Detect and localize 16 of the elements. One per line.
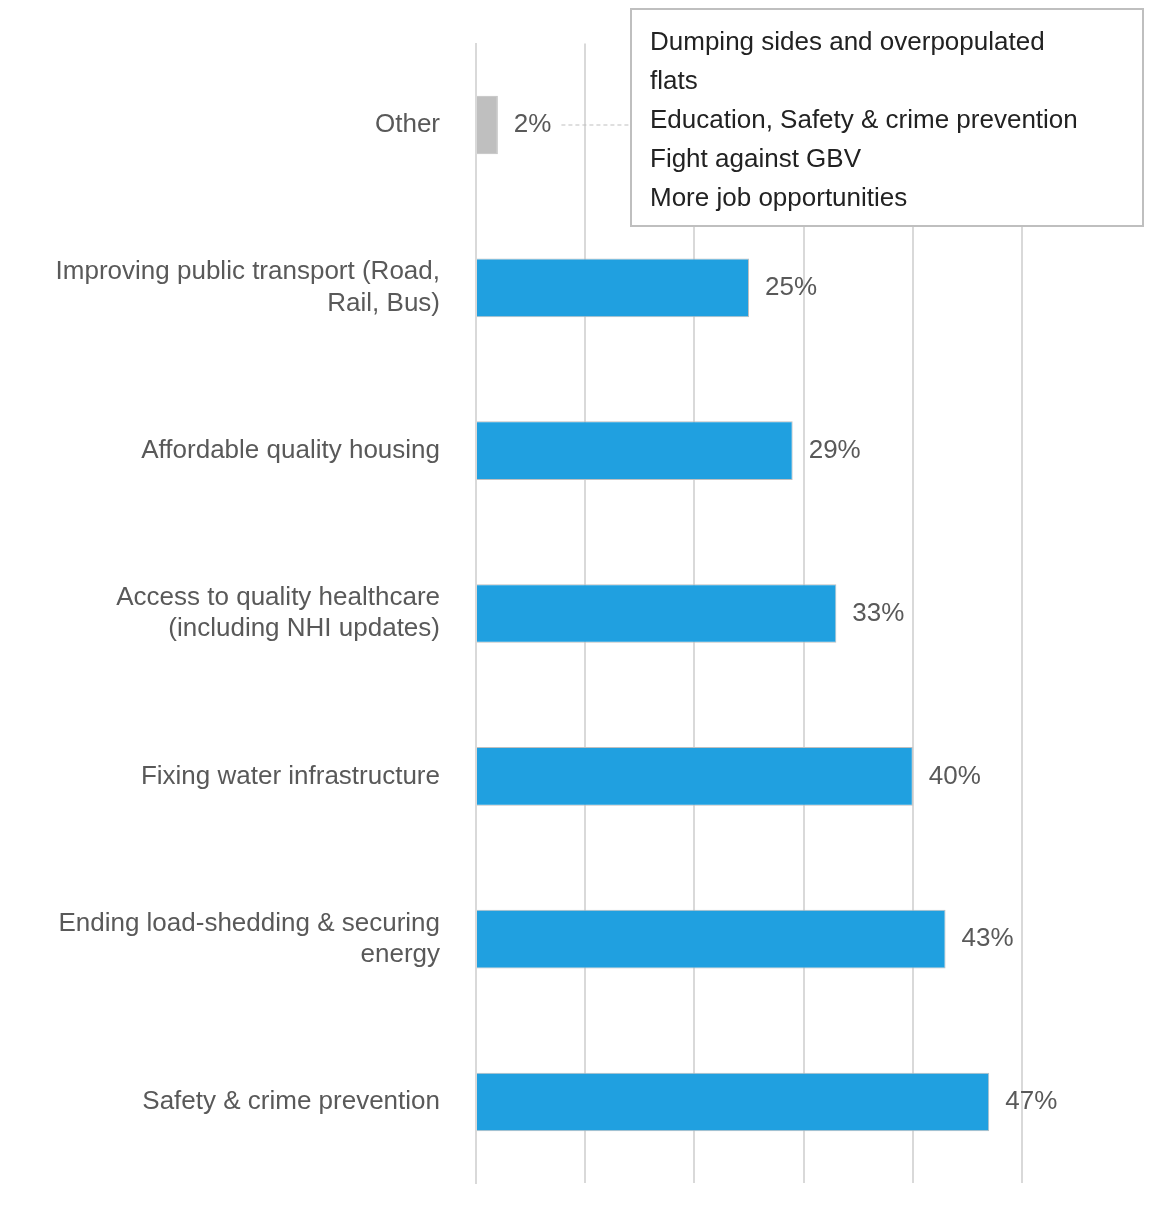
data-label: 43% (961, 922, 1014, 953)
data-label: 33% (852, 596, 905, 627)
data-label: 25% (765, 271, 818, 302)
data-label: 2% (513, 108, 552, 139)
callout-box: Dumping sides and overpopulated flats Education, Safety & crime prevention Fight against GBV More job opportunities (630, 8, 1144, 227)
y-tick-label: Safety & crime prevention (142, 1085, 440, 1116)
data-label: 47% (1005, 1085, 1058, 1116)
data-label: 40% (928, 759, 981, 790)
y-tick-label: Affordable quality housing (141, 433, 440, 464)
y-tick-label: Improving public transport (Road, Rail, Bus) (55, 255, 440, 317)
data-label: 29% (808, 433, 861, 464)
y-tick-label: Fixing water infrastructure (140, 759, 440, 790)
y-tick-label: Access to quality healthcare (including NHI updates) (116, 581, 440, 643)
bar (477, 95, 498, 155)
y-tick-label: Ending load-shedding & securing energy (58, 906, 440, 968)
y-tick-label: Other (374, 108, 441, 139)
